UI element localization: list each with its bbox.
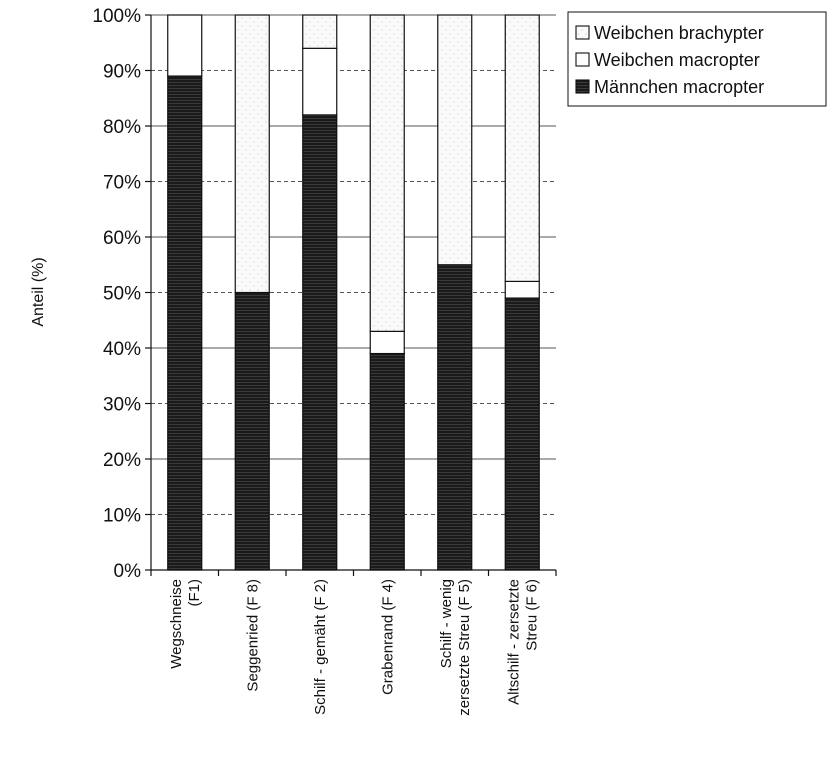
- bar-segment: [437, 264, 473, 571]
- x-tick-label: Schilf - gemäht (F 2): [312, 579, 329, 715]
- bar-segment: [234, 14, 270, 294]
- legend-label: Weibchen brachypter: [594, 23, 764, 43]
- x-tick-label: zersetzte Streu (F 5): [456, 579, 473, 716]
- x-tick-label: Grabenrand (F 4): [379, 579, 396, 695]
- x-tick-label: Wegschneise: [168, 579, 185, 669]
- gridlines: [151, 14, 556, 515]
- bar-segment: [504, 14, 540, 282]
- x-axis: Wegschneise (F1) Seggenried (F 8) Schilf - …: [150, 569, 557, 716]
- y-tick-label: 0%: [114, 561, 142, 582]
- bar-segment: [369, 352, 405, 571]
- y-tick-label: 20%: [103, 450, 141, 471]
- y-tick-label: 100%: [92, 6, 141, 27]
- x-tick-label: Schilf - wenig: [438, 579, 455, 668]
- y-tick-label: 90%: [103, 62, 141, 83]
- bar-segment: [369, 14, 405, 332]
- y-tick-label: 10%: [103, 506, 141, 527]
- bar-segment: [437, 14, 473, 266]
- y-tick-label: 40%: [103, 339, 141, 360]
- y-tick-label: 50%: [103, 284, 141, 305]
- y-axis-label: Anteil (%): [30, 257, 47, 326]
- bar-segment: [167, 75, 203, 571]
- x-tick-label: Seggenried (F 8): [244, 579, 261, 692]
- x-tick-label: Streu (F 6): [523, 579, 540, 651]
- y-tick-label: 70%: [103, 173, 141, 194]
- y-axis: 0% 10% 20% 30% 40% 50% 60% 70% 80% 90% 100%: [92, 6, 152, 582]
- legend-swatch: [575, 79, 590, 94]
- y-tick-label: 80%: [103, 117, 141, 138]
- bar-segment: [504, 280, 540, 299]
- x-tick-label: Altschilf - zersetzte: [505, 579, 522, 705]
- bar-segment: [369, 330, 405, 355]
- x-tick-label: (F1): [186, 579, 203, 607]
- y-tick-label: 30%: [103, 395, 141, 416]
- bar-segment: [167, 14, 203, 77]
- legend-label: Männchen macropter: [594, 77, 764, 97]
- bar-segment: [504, 297, 540, 571]
- bar-segment: [302, 114, 338, 571]
- legend-swatch: [575, 25, 590, 40]
- legend-box: [567, 11, 827, 107]
- legend: Weibchen brachypter Weibchen macropter Män…: [567, 11, 827, 107]
- bar-segment: [234, 291, 270, 571]
- y-tick-label: 60%: [103, 228, 141, 249]
- legend-label: Weibchen macropter: [594, 50, 760, 70]
- legend-swatch: [575, 52, 590, 67]
- bar-segment: [302, 47, 338, 116]
- bar-segment: [302, 14, 338, 49]
